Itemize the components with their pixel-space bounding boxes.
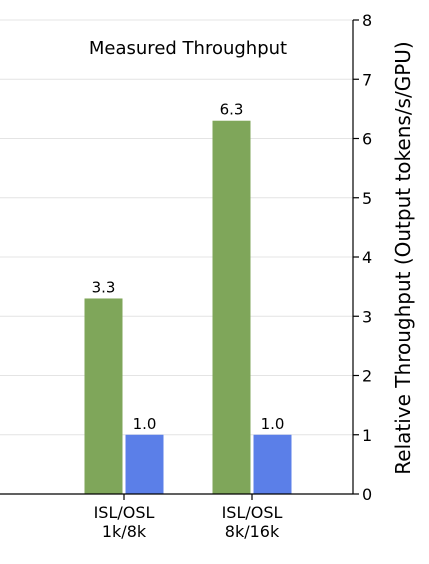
y-tick-label: 0 [362,485,372,504]
chart-title: Measured Throughput [89,38,287,59]
y-tick-label: 5 [362,189,372,208]
x-tick-label: 8k/16k [225,522,280,541]
x-tick-label: 1k/8k [102,522,147,541]
grid-lines [0,19,353,436]
y-tick-label: 4 [362,248,372,267]
value-labels: 3.3 1.0 6.3 1.0 [92,101,285,433]
bar-value-label: 1.0 [133,415,157,433]
y-tick-label: 8 [362,11,372,30]
y-tick-label: 1 [362,426,372,445]
y-tick-label: 7 [362,70,372,89]
y-tick-label: 2 [362,367,372,386]
bar [212,120,251,494]
y-tick-label: 6 [362,130,372,149]
y-axis: 0 1 2 3 4 5 6 7 8 [0,11,372,504]
x-tick-label: ISL/OSL [222,503,283,522]
bars [84,120,292,494]
bar-value-label: 1.0 [261,415,285,433]
x-tick-label: ISL/OSL [94,503,155,522]
bar-value-label: 3.3 [92,278,116,296]
y-axis-label: Relative Throughput (Output tokens/s/GPU… [391,41,415,474]
bar [84,298,123,494]
bar [125,434,164,494]
bar [253,434,292,494]
bar-value-label: 6.3 [220,101,244,119]
y-tick-label: 3 [362,307,372,326]
